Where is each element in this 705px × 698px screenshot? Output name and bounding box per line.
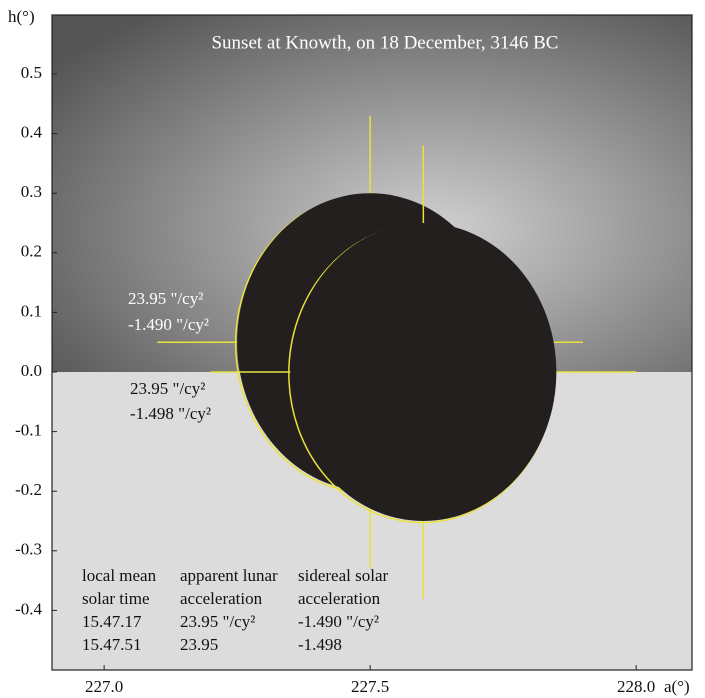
y-axis-label: h(°) <box>8 7 35 26</box>
table-cell: 23.95 <box>180 635 218 654</box>
annotation: -1.498 "/cy² <box>130 404 211 423</box>
y-tick-label: 0.4 <box>21 123 43 142</box>
y-tick-label: -0.3 <box>15 540 42 559</box>
y-tick-label: 0.5 <box>21 63 42 82</box>
annotation: 23.95 "/cy² <box>130 379 205 398</box>
table-header: solar time <box>82 589 150 608</box>
table-header: acceleration <box>180 589 263 608</box>
x-tick-label: 228.0 <box>617 677 655 696</box>
chart-title: Sunset at Knowth, on 18 December, 3146 B… <box>211 32 558 53</box>
annotation: -1.490 "/cy² <box>128 315 209 334</box>
table-cell: 15.47.51 <box>82 635 142 654</box>
table-cell: -1.498 <box>298 635 342 654</box>
table-header: local mean <box>82 566 157 585</box>
x-tick-label: 227.5 <box>351 677 389 696</box>
y-tick-label: -0.1 <box>15 421 42 440</box>
y-tick-label: -0.4 <box>15 599 42 618</box>
plot-frame <box>51 14 693 671</box>
y-tick-label: 0.3 <box>21 182 42 201</box>
x-axis-label: a(°) <box>664 677 690 696</box>
table-header: sidereal solar <box>298 566 388 585</box>
table-cell: 23.95 "/cy² <box>180 612 255 631</box>
moon-disc <box>290 223 557 522</box>
y-tick-label: 0.1 <box>21 301 42 320</box>
table-cell: 15.47.17 <box>82 612 142 631</box>
annotation: 23.95 "/cy² <box>128 289 203 308</box>
x-tick-label: 227.0 <box>85 677 123 696</box>
table-header: apparent lunar <box>180 566 278 585</box>
y-tick-label: -0.2 <box>15 480 42 499</box>
table-cell: -1.490 "/cy² <box>298 612 379 631</box>
table-header: acceleration <box>298 589 381 608</box>
y-tick-label: 0.2 <box>21 242 42 261</box>
y-tick-label: 0.0 <box>21 361 42 380</box>
